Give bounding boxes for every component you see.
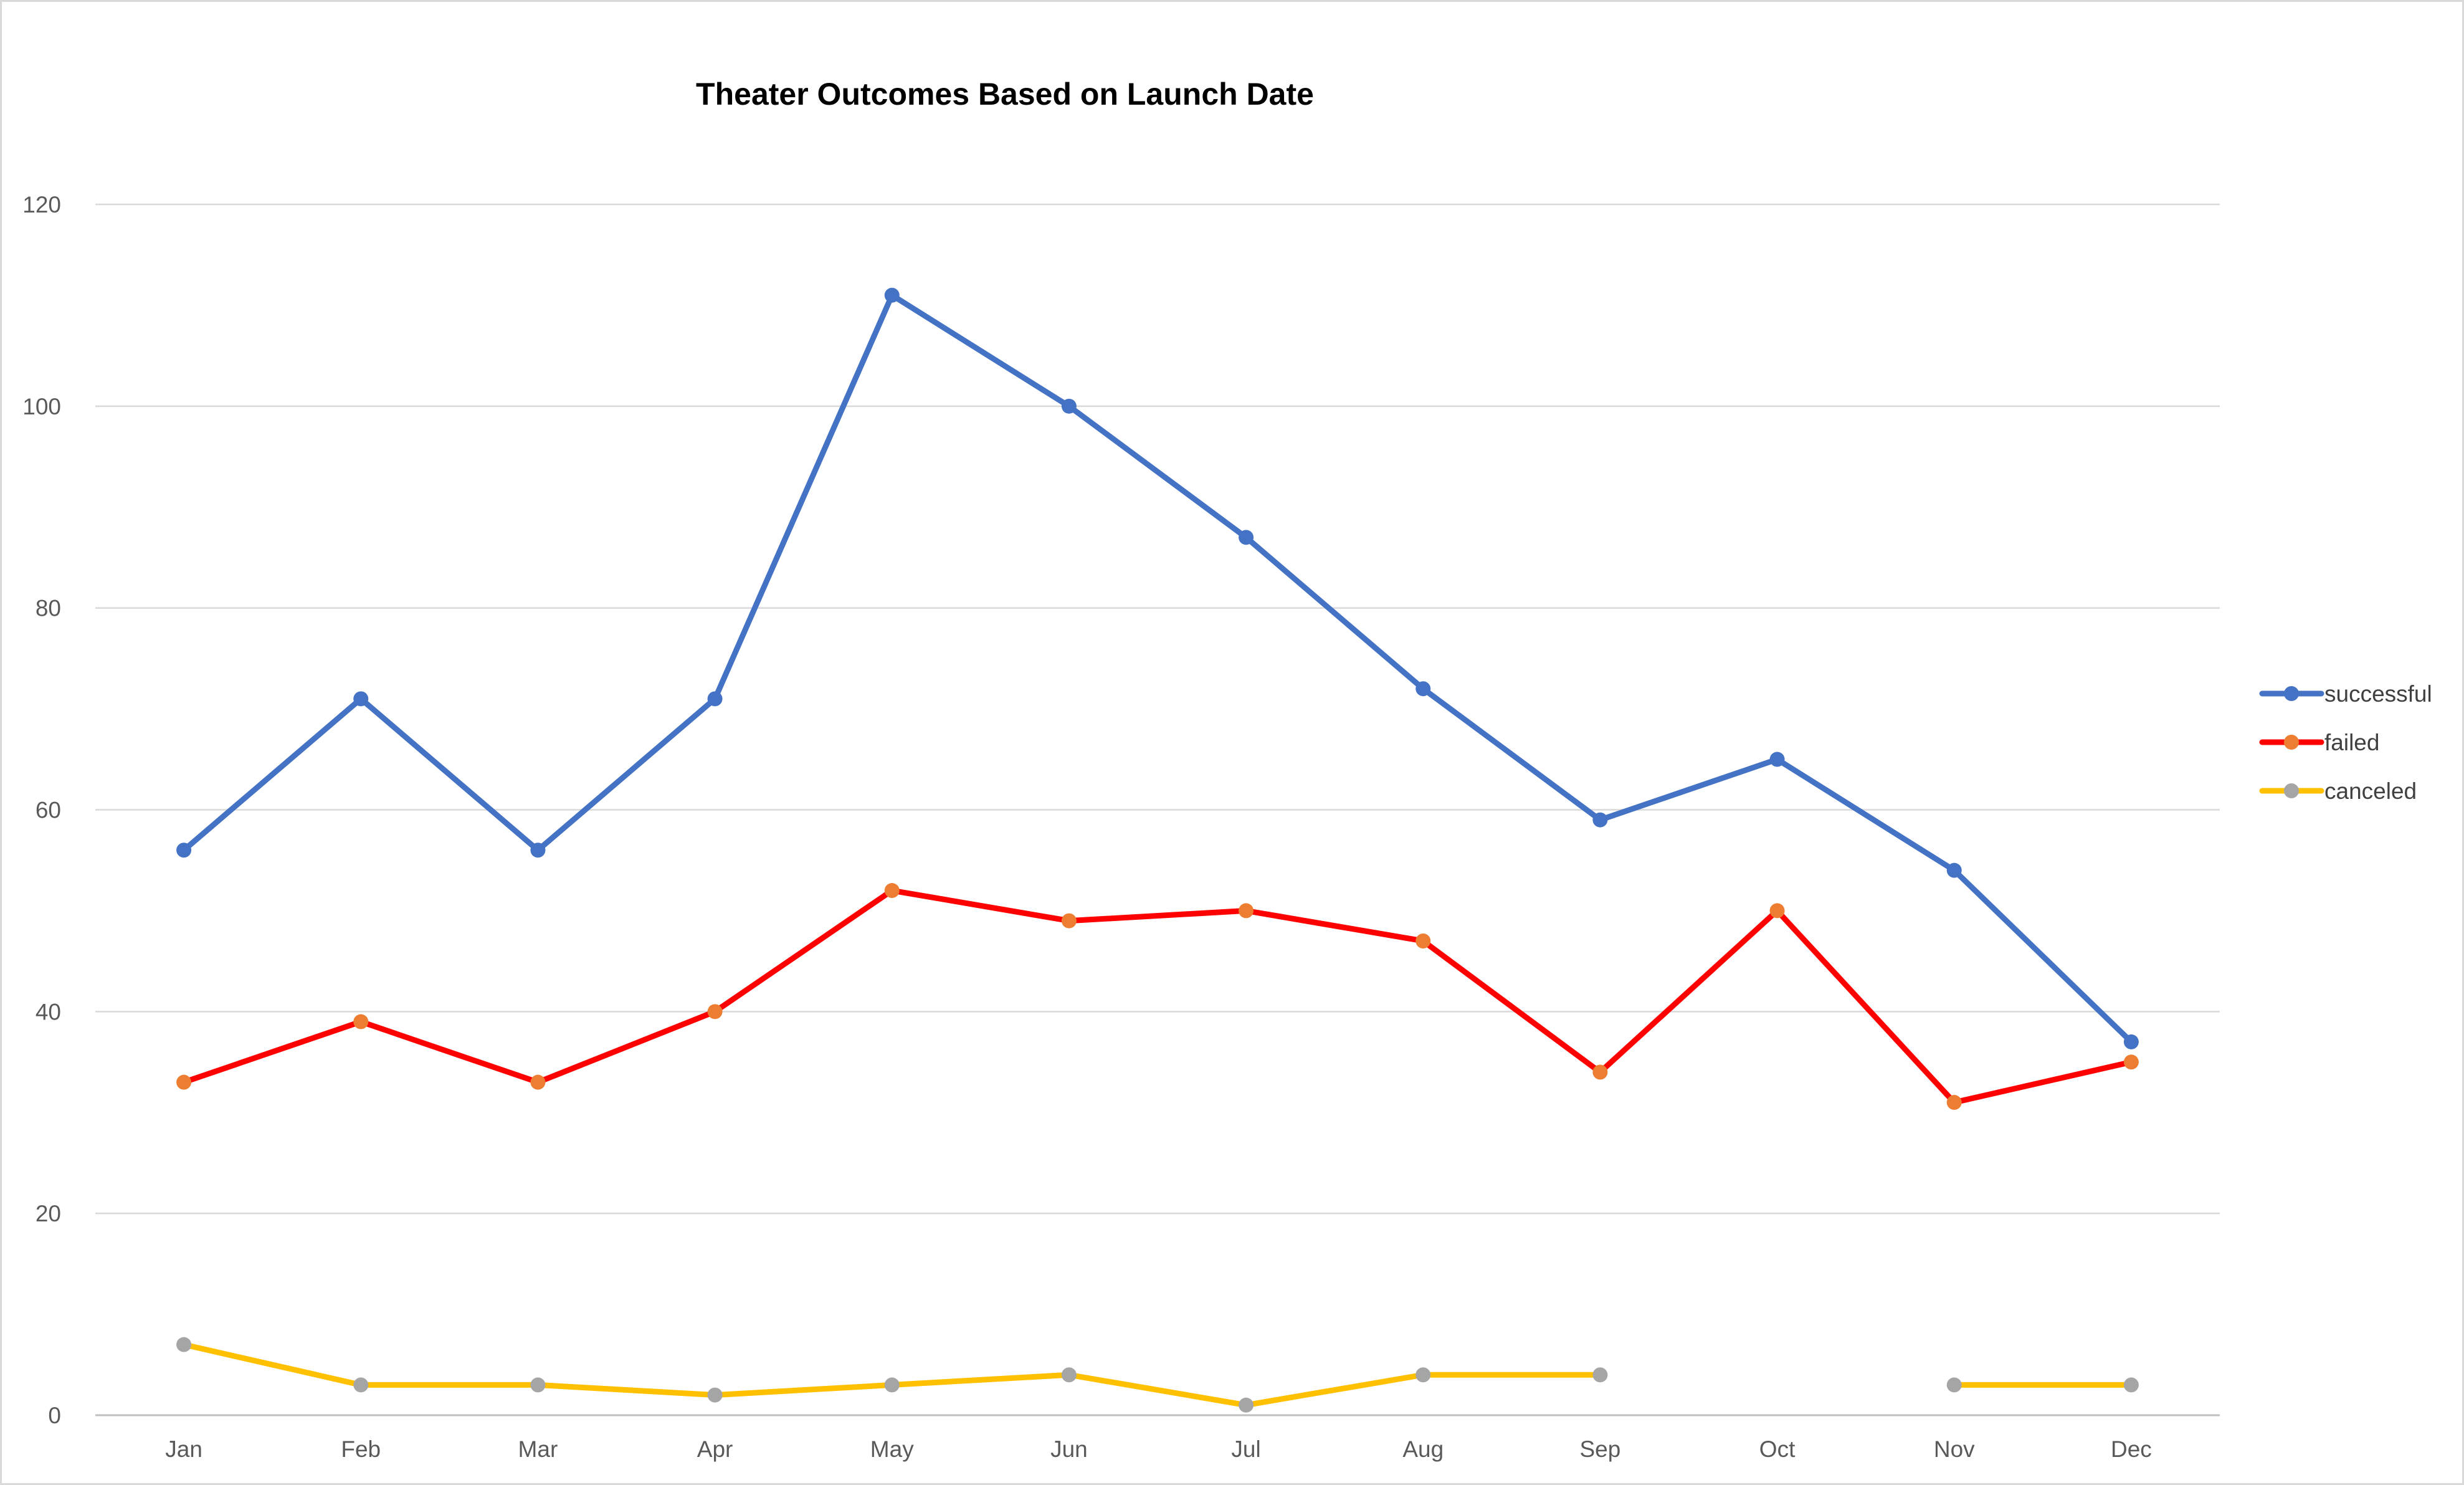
y-tick-label: 0	[48, 1403, 61, 1428]
data-point	[1592, 812, 1608, 828]
axes: 0 20 40 60 80 100 120 Jan Feb Mar Apr May Jun Jul Aug S…	[22, 192, 2220, 1462]
x-tick-label: Jul	[1231, 1436, 1260, 1462]
series-group	[176, 287, 2139, 1413]
data-point	[1946, 862, 1962, 878]
data-point	[353, 1014, 369, 1029]
data-point	[1239, 1397, 1254, 1413]
data-point	[707, 1387, 723, 1403]
data-point	[884, 1377, 900, 1393]
data-point	[2123, 1054, 2139, 1070]
data-point	[707, 691, 723, 707]
data-point	[1239, 903, 1254, 919]
data-point	[176, 843, 192, 858]
gridlines	[95, 203, 2220, 1215]
data-point	[1061, 1367, 1077, 1383]
data-point	[176, 1074, 192, 1090]
data-point	[353, 691, 369, 707]
data-point	[1415, 681, 1431, 697]
series-canceled	[176, 1337, 2139, 1413]
y-tick-label: 80	[36, 596, 61, 621]
y-tick-label: 40	[36, 999, 61, 1024]
legend-label: canceled	[2324, 778, 2417, 804]
series-successful	[176, 287, 2139, 1049]
legend-swatch-marker	[2284, 735, 2299, 750]
data-point	[884, 287, 900, 303]
x-tick-label: Oct	[1759, 1436, 1796, 1462]
data-point	[1592, 1064, 1608, 1080]
data-point	[2123, 1034, 2139, 1049]
legend-item-successful: successful	[2259, 681, 2432, 707]
x-tick-label: Apr	[697, 1436, 733, 1462]
legend: successful failed canceled	[2259, 681, 2432, 804]
series-line	[181, 292, 2134, 1045]
legend-item-failed: failed	[2259, 730, 2379, 755]
data-point	[1946, 1377, 1962, 1393]
data-point	[1415, 1367, 1431, 1383]
x-tick-label: Feb	[341, 1436, 381, 1462]
data-point	[530, 843, 546, 858]
data-point	[1592, 1367, 1608, 1383]
data-point	[1239, 530, 1254, 545]
x-tick-label: Aug	[1402, 1436, 1444, 1462]
data-point	[1769, 752, 1785, 767]
data-point	[1946, 1095, 1962, 1110]
data-point	[530, 1377, 546, 1393]
x-tick-label: May	[870, 1436, 914, 1462]
data-point	[1061, 398, 1077, 414]
x-tick-label: Dec	[2111, 1436, 2152, 1462]
x-tick-label: Jan	[165, 1436, 202, 1462]
series-line	[181, 1342, 1603, 1408]
x-tick-label: Mar	[518, 1436, 558, 1462]
y-tick-label: 60	[36, 798, 61, 823]
y-tick-label: 20	[36, 1201, 61, 1226]
y-tick-label: 120	[22, 192, 61, 217]
legend-label: failed	[2324, 730, 2379, 755]
data-point	[707, 1004, 723, 1019]
data-point	[176, 1337, 192, 1352]
data-point	[884, 883, 900, 899]
y-tick-label: 100	[22, 394, 61, 419]
x-tick-label: Jun	[1050, 1436, 1088, 1462]
x-tick-label: Nov	[1934, 1436, 1975, 1462]
series-failed	[176, 883, 2139, 1110]
legend-swatch-marker	[2284, 783, 2299, 798]
data-point	[1061, 913, 1077, 929]
data-point	[530, 1074, 546, 1090]
x-tick-label: Sep	[1579, 1436, 1620, 1462]
data-point	[1769, 903, 1785, 919]
legend-item-canceled: canceled	[2259, 778, 2417, 804]
data-point	[2123, 1377, 2139, 1393]
series-line	[181, 887, 2134, 1105]
data-point	[1415, 933, 1431, 948]
legend-label: successful	[2324, 681, 2432, 707]
data-point	[353, 1377, 369, 1393]
chart-title: Theater Outcomes Based on Launch Date	[696, 77, 1314, 112]
legend-swatch-marker	[2284, 686, 2299, 701]
